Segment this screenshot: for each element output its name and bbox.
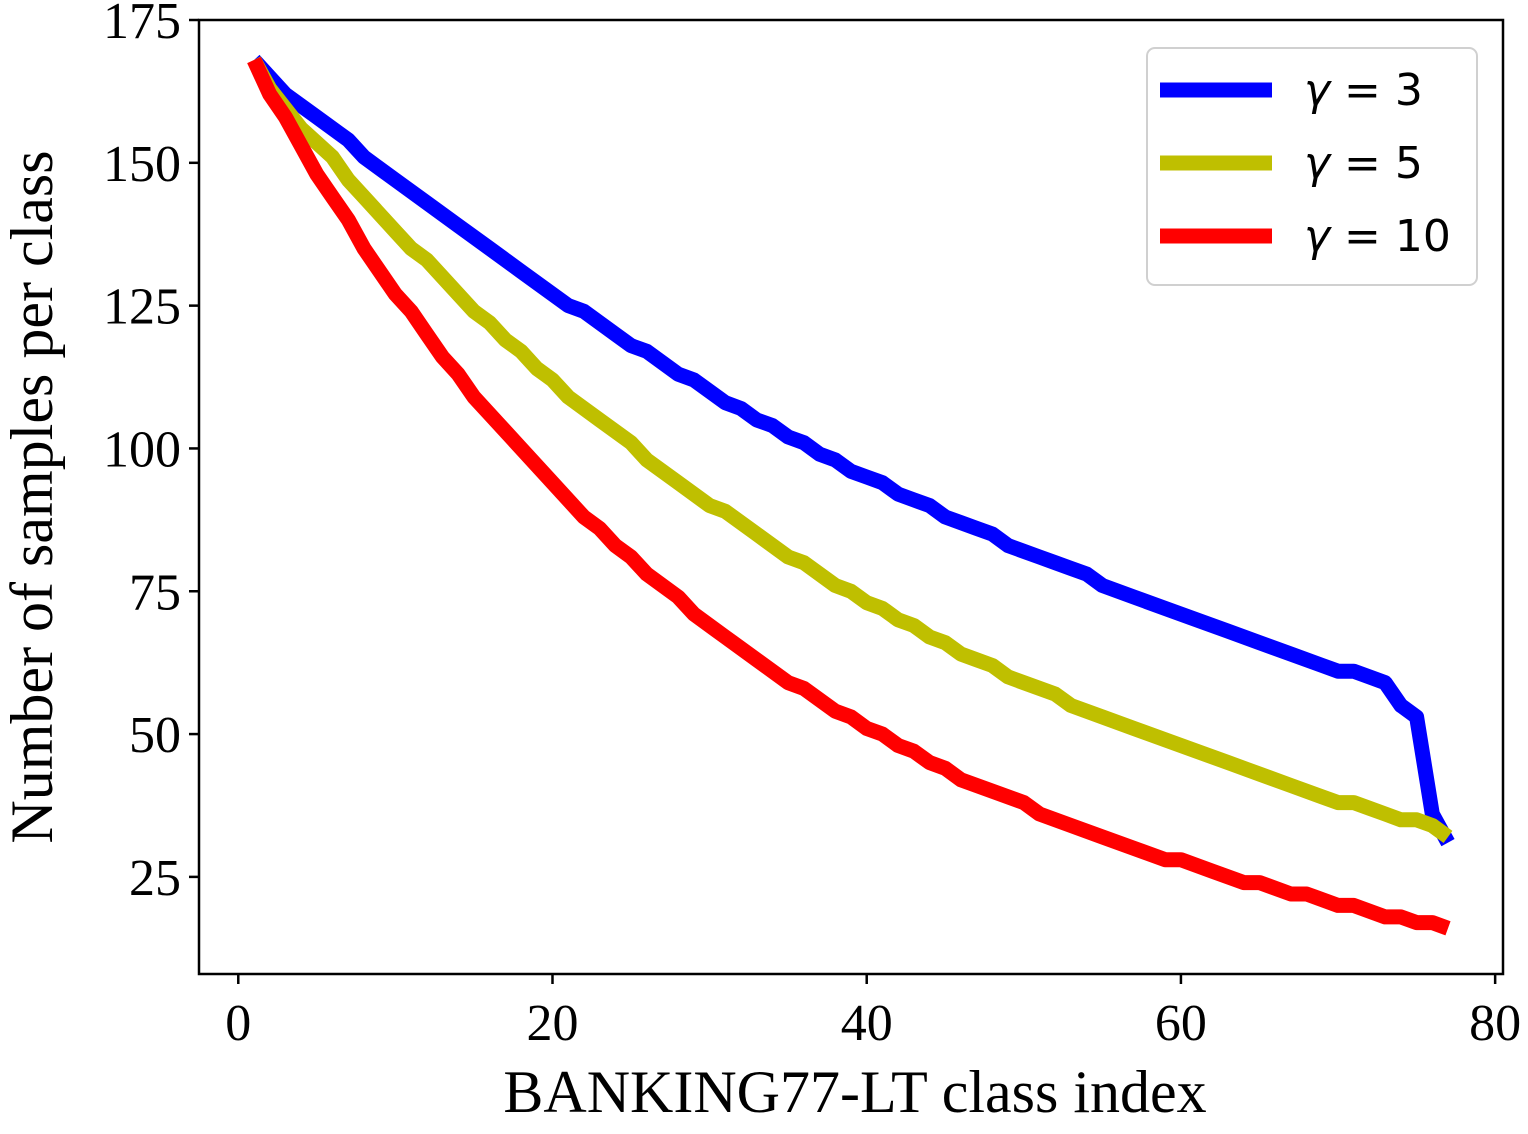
legend-gamma-value-1: = 5 [1330, 138, 1423, 189]
y-axis-label: Number of samples per class [0, 150, 65, 843]
x-tick-label-0: 0 [225, 995, 251, 1052]
legend-gamma-value-2: = 10 [1330, 211, 1451, 262]
legend-gamma-symbol-1: γ [1304, 138, 1332, 189]
legend-entries: γ = 3γ = 5γ = 10 [1160, 65, 1451, 262]
legend: γ = 3γ = 5γ = 10 [1146, 47, 1478, 286]
ticks-layer: 0 20 40 60 80 25 50 75 100 125 150 175 [103, 0, 1521, 1052]
legend-box [1146, 47, 1478, 286]
x-tick-label-4: 80 [1469, 995, 1521, 1052]
y-tick-label-0: 25 [129, 850, 181, 907]
legend-label-0: γ = 3 [1304, 65, 1423, 116]
series-layer [247, 54, 1455, 936]
y-tick-label-5: 150 [103, 136, 181, 193]
y-tick-label-4: 125 [103, 279, 181, 336]
x-tick-label-2: 40 [841, 995, 893, 1052]
legend-gamma-symbol-2: γ [1304, 211, 1332, 262]
x-axis-label: BANKING77-LT class index [503, 1059, 1206, 1125]
legend-gamma-symbol-0: γ [1304, 65, 1332, 116]
plot-frame [197, 18, 1505, 976]
series-line-0 [248, 54, 1455, 847]
series-line-2 [247, 56, 1451, 936]
x-tick-label-1: 20 [526, 995, 578, 1052]
y-tick-label-2: 75 [129, 564, 181, 621]
y-tick-label-3: 100 [103, 421, 181, 478]
legend-gamma-value-0: = 3 [1330, 65, 1423, 116]
legend-label-1: γ = 5 [1304, 138, 1423, 189]
y-tick-label-1: 50 [129, 707, 181, 764]
x-tick-label-3: 60 [1155, 995, 1207, 1052]
legend-label-2: γ = 10 [1304, 211, 1451, 262]
y-tick-label-6: 175 [103, 0, 181, 50]
series-line-1 [247, 56, 1453, 843]
